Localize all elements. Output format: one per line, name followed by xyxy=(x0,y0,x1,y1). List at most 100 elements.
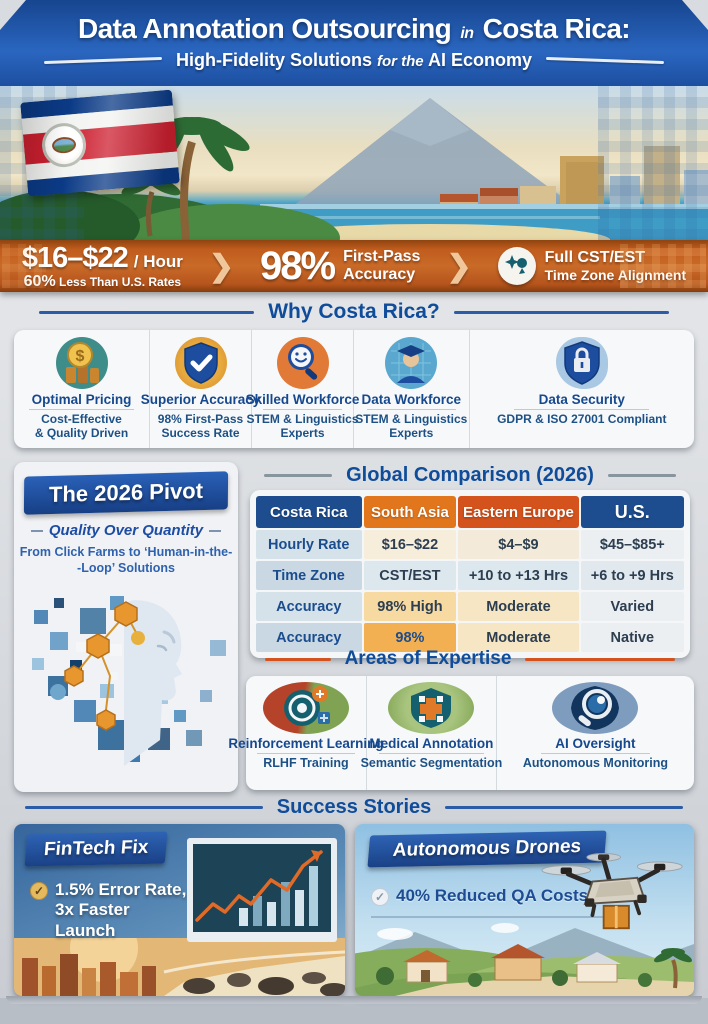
drones-success-panel: Autonomous Drones ✓ 40% Reduced QA Costs xyxy=(355,824,694,996)
page-title-location: Costa Rica: xyxy=(482,13,631,44)
comparison-table: Costa Rica South Asia Eastern Europe U.S… xyxy=(254,494,686,654)
accuracy-line1: First-Pass xyxy=(343,247,421,265)
pivot-title-banner: The 2026 Pivot xyxy=(23,471,229,515)
expertise-heading-text: Areas of Expertise xyxy=(344,648,512,669)
heading-line xyxy=(453,310,669,314)
fintech-success-panel: FinTech Fix ✓ 1.5% Error Rate, 3x Faster… xyxy=(14,824,345,996)
table-cell-highlight: 98% xyxy=(363,623,457,652)
table-row: Hourly Rate $16–$22 $4–$9 $45–$85+ xyxy=(256,530,684,559)
subtitle-right-line xyxy=(546,56,665,65)
page-corner-cut xyxy=(682,0,708,30)
fintech-result: ✓ 1.5% Error Rate, 3x Faster Launch xyxy=(30,880,190,941)
stats-bar: $16–$22 / Hour 60% Less Than U.S. Rates … xyxy=(0,240,708,292)
svg-text:$: $ xyxy=(75,348,84,365)
costa-rica-flag xyxy=(20,89,180,197)
why-item-pricing: $ Optimal Pricing Cost-Effective & Qualit… xyxy=(14,330,150,448)
divider xyxy=(378,753,485,754)
table-cell: Native xyxy=(580,623,684,652)
target-gear-icon xyxy=(262,682,349,734)
expertise-item-oversight: AI Oversight Autonomous Monitoring xyxy=(497,676,694,790)
divider xyxy=(256,753,356,754)
fintech-landscape xyxy=(14,938,345,996)
page-title: Data Annotation Outsourcing in Costa Ric… xyxy=(0,0,708,45)
success-heading-text: Success Stories xyxy=(276,796,432,818)
comparison-section-heading: Global Comparison (2026) xyxy=(246,464,694,487)
stat-timezone: Full CST/EST Time Zone Alignment xyxy=(497,247,687,285)
rate-note: Less Than U.S. Rates xyxy=(59,274,182,289)
magnifier-eye-icon xyxy=(552,682,639,734)
divider xyxy=(541,753,650,754)
pivot-panel: The 2026 Pivot Quality Over Quantity Fro… xyxy=(14,462,238,792)
drone-icon xyxy=(538,846,688,937)
fintech-title-banner: FinTech Fix xyxy=(24,831,168,867)
table-cell-highlight: 98% High xyxy=(363,592,457,621)
table-row: Time Zone CST/EST +10 to +13 Hrs +6 to +… xyxy=(256,561,684,590)
expertise-item-medical: Medical Annotation Semantic Segmentation xyxy=(361,676,502,790)
stat-hourly-rate: $16–$22 / Hour 60% Less Than U.S. Rates xyxy=(22,242,183,291)
divider xyxy=(514,409,650,410)
lock-shield-icon xyxy=(555,337,608,389)
page-subtitle-row: High-Fidelity Solutions for the AI Econo… xyxy=(0,50,708,71)
divider xyxy=(371,916,621,918)
drones-landscape xyxy=(355,923,694,996)
expertise-item-rlhf: Reinforcement Learning RLHF Training xyxy=(228,676,384,790)
divider xyxy=(263,409,342,410)
accuracy-value: 98% xyxy=(260,244,336,288)
coins-icon: $ xyxy=(55,337,108,389)
hero-illustration xyxy=(0,86,708,240)
col-header-costa-rica: Costa Rica xyxy=(256,496,362,528)
heading-line xyxy=(264,657,331,661)
heading-line xyxy=(525,657,676,661)
page-title-in: in xyxy=(460,25,474,42)
table-cell: +6 to +9 Hrs xyxy=(580,561,684,590)
pixel-mosaic-overlay xyxy=(598,86,708,240)
col-header-eastern-europe: Eastern Europe xyxy=(458,496,579,528)
rate-discount: 60% xyxy=(23,272,56,290)
drones-result: ✓ 40% Reduced QA Costs xyxy=(371,886,601,906)
heading-line xyxy=(445,806,684,809)
table-row: Accuracy 98% Moderate Native xyxy=(256,623,684,652)
check-icon: ✓ xyxy=(371,888,389,906)
header-banner: Data Annotation Outsourcing in Costa Ric… xyxy=(0,0,708,86)
table-cell: Varied xyxy=(580,592,684,621)
subtitle-left-line xyxy=(43,56,162,65)
accuracy-line2: Accuracy xyxy=(343,266,416,283)
table-cell: Moderate xyxy=(458,592,579,621)
why-item-workforce: Skilled Workforce STEM & Linguistics Expe… xyxy=(246,330,359,448)
timezone-line2: Time Zone Alignment xyxy=(544,267,687,284)
why-item-accuracy: Superior Accuracy 98% First-Pass Success … xyxy=(141,330,260,448)
table-cell: Moderate xyxy=(458,623,579,652)
check-icon: ✓ xyxy=(30,882,48,900)
subtitle-lead: High-Fidelity Solutions xyxy=(175,50,372,70)
timezone-line1: Full CST/EST xyxy=(544,248,646,266)
expertise-section-heading: Areas of Expertise xyxy=(246,648,694,670)
timezone-alignment-icon xyxy=(497,247,536,285)
rate-unit: / Hour xyxy=(133,251,183,271)
divider xyxy=(366,409,456,410)
table-cell: +10 to +13 Hrs xyxy=(458,561,579,590)
shield-check-icon xyxy=(174,337,227,389)
subtitle-mid: for the xyxy=(376,53,424,70)
subtitle-tail: AI Economy xyxy=(428,50,533,70)
success-section-heading: Success Stories xyxy=(0,796,708,819)
why-section-heading: Why Costa Rica? xyxy=(0,300,708,324)
table-cell: $45–$85+ xyxy=(580,530,684,559)
pivot-description: From Click Farms to ‘Human-in-the- -Loop… xyxy=(19,545,233,575)
page-corner-cut xyxy=(0,0,26,30)
ai-head-illustration xyxy=(32,596,226,767)
heading-line xyxy=(24,806,263,809)
row-label: Accuracy xyxy=(256,623,362,652)
table-cell: $16–$22 xyxy=(363,530,457,559)
table-cell: CST/EST xyxy=(363,561,457,590)
graduate-icon xyxy=(385,337,438,389)
heading-line xyxy=(39,310,255,314)
comparison-table-card: Costa Rica South Asia Eastern Europe U.S… xyxy=(250,490,690,658)
heading-line xyxy=(264,474,333,477)
row-label: Accuracy xyxy=(256,592,362,621)
table-cell: $4–$9 xyxy=(458,530,579,559)
table-row: Accuracy 98% High Moderate Varied xyxy=(256,592,684,621)
row-label: Hourly Rate xyxy=(256,530,362,559)
expertise-card: Reinforcement Learning RLHF Training Med… xyxy=(228,676,694,790)
pivot-tagline: Quality Over Quantity xyxy=(14,522,238,539)
divider xyxy=(161,409,240,410)
